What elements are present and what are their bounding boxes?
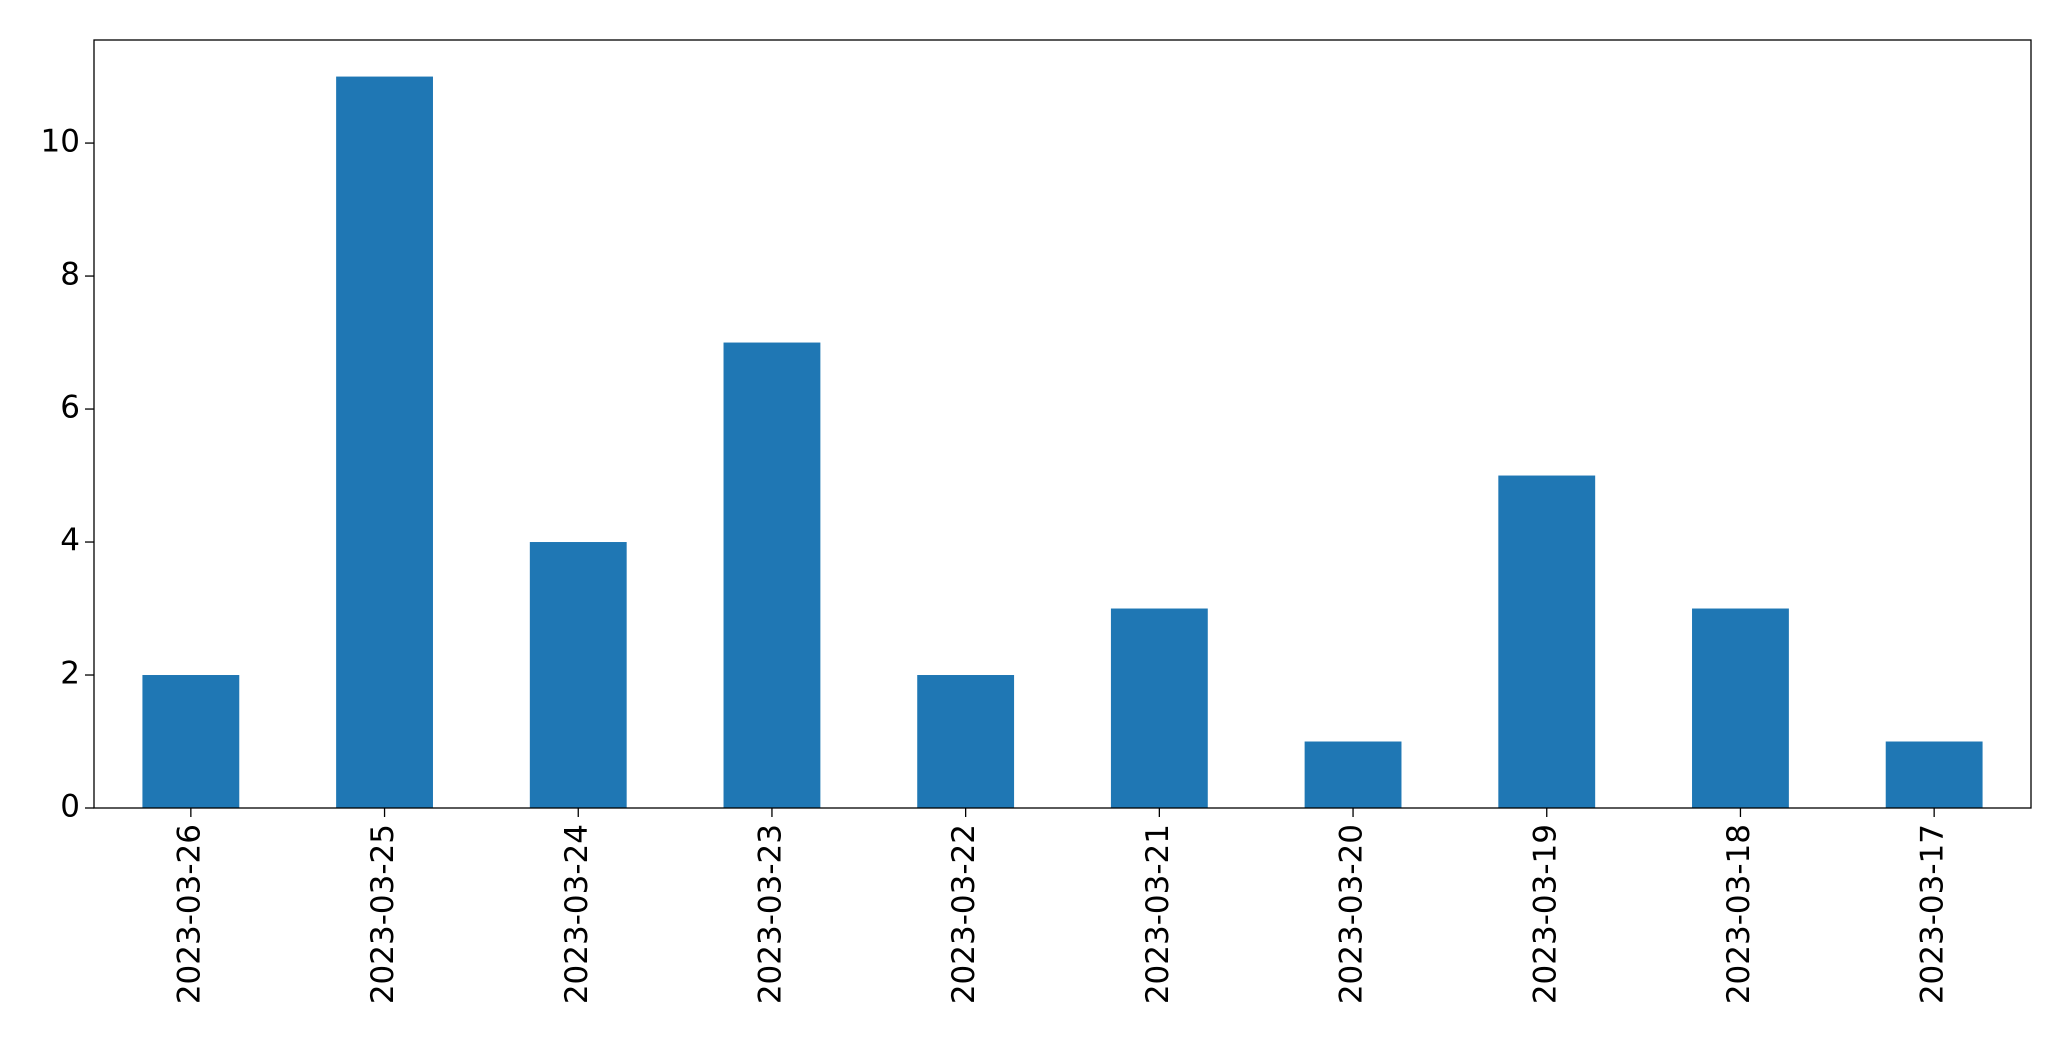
x-tick-label: 2023-03-21 — [1140, 824, 1176, 1004]
x-tick-label: 2023-03-23 — [752, 824, 788, 1004]
x-tick-label: 2023-03-24 — [559, 824, 595, 1004]
bar — [142, 675, 240, 808]
x-tick-label: 2023-03-25 — [365, 824, 401, 1004]
bar — [723, 342, 821, 808]
y-tick-label: 10 — [41, 124, 80, 160]
bar — [1110, 608, 1208, 808]
y-tick-label: 8 — [60, 257, 80, 293]
bar — [1304, 741, 1402, 808]
bar — [336, 76, 433, 809]
x-tick-label: 2023-03-20 — [1334, 824, 1370, 1004]
bar — [1692, 608, 1789, 808]
x-tick-label: 2023-03-26 — [171, 824, 207, 1004]
bar — [1498, 475, 1596, 808]
y-tick-label: 0 — [60, 789, 80, 825]
x-tick-label: 2023-03-17 — [1915, 824, 1951, 1004]
bar — [917, 675, 1015, 808]
x-tick-label: 2023-03-18 — [1721, 824, 1757, 1004]
y-tick-label: 4 — [60, 523, 80, 559]
plot-area — [142, 76, 1983, 809]
y-tick-label: 2 — [60, 656, 80, 692]
x-tick-label: 2023-03-19 — [1527, 824, 1563, 1004]
axes-frame — [93, 39, 2032, 809]
bar — [1885, 741, 1983, 808]
x-tick-label: 2023-03-22 — [946, 824, 982, 1004]
y-tick-label: 6 — [60, 390, 80, 426]
bar — [529, 542, 627, 808]
